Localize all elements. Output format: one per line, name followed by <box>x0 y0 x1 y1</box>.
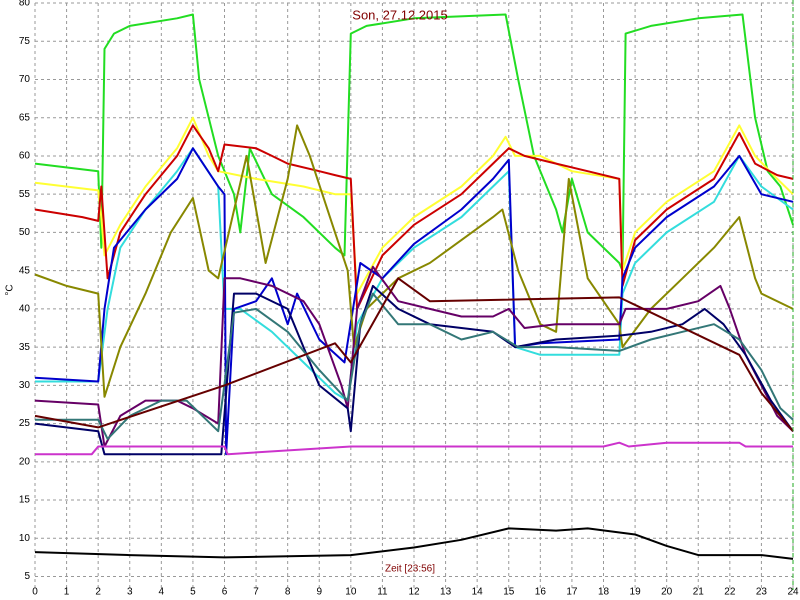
y-tick-label: 20 <box>19 456 31 467</box>
series-line <box>35 292 794 440</box>
x-tick-label: 2 <box>95 587 101 598</box>
y-tick-label: 75 <box>19 36 31 47</box>
series-line <box>34 277 794 432</box>
x-tick-label: 12 <box>408 587 420 598</box>
x-tick-label: 5 <box>190 587 196 598</box>
chart-title: Son, 27.12.2015 <box>352 7 447 22</box>
x-tick-label: 10 <box>345 587 357 598</box>
grid <box>34 2 794 588</box>
x-tick-label: 20 <box>661 587 673 598</box>
x-tick-label: 21 <box>693 587 705 598</box>
series-line <box>34 13 794 272</box>
y-axis-label: °C <box>5 284 16 295</box>
x-tick-label: 0 <box>32 587 38 598</box>
x-tick-label: 24 <box>787 587 799 598</box>
x-tick-label: 23 <box>756 587 768 598</box>
x-tick-label: 4 <box>159 587 165 598</box>
x-tick-label: 13 <box>440 587 452 598</box>
y-tick-label: 30 <box>19 380 31 391</box>
x-tick-label: 1 <box>64 587 70 598</box>
x-tick-label: 19 <box>630 587 642 598</box>
y-tick-label: 80 <box>19 0 31 9</box>
y-tick-label: 15 <box>19 495 31 506</box>
series-line <box>34 265 794 448</box>
lines <box>34 13 794 560</box>
x-tick-label: 7 <box>253 587 259 598</box>
series-line <box>34 147 794 456</box>
x-tick-label: 16 <box>535 587 547 598</box>
x-tick-label: 9 <box>316 587 322 598</box>
y-tick-label: 55 <box>19 189 31 200</box>
series-line <box>34 124 794 310</box>
y-tick-label: 60 <box>19 151 31 162</box>
x-tick-label: 8 <box>285 587 291 598</box>
y-tick-label: 50 <box>19 227 31 238</box>
y-tick-label: 65 <box>19 112 31 123</box>
x-tick-label: 11 <box>377 587 388 598</box>
x-tick-label: 18 <box>598 587 610 598</box>
x-tick-label: 22 <box>724 587 736 598</box>
series-line <box>35 441 793 456</box>
y-tick-label: 70 <box>19 74 31 85</box>
x-tick-label: 14 <box>472 587 484 598</box>
series-line <box>34 527 794 560</box>
series-line <box>34 284 794 456</box>
y-tick-label: 10 <box>19 533 31 544</box>
y-tick-label: 25 <box>19 418 31 429</box>
x-tick-label: 15 <box>503 587 515 598</box>
y-tick-label: 35 <box>19 342 31 353</box>
x-tick-label: 17 <box>566 587 578 598</box>
y-tick-label: 5 <box>24 571 30 582</box>
series-line <box>34 116 794 295</box>
x-axis-label: Zeit [23:56] <box>385 564 435 575</box>
y-tick-label: 40 <box>19 304 31 315</box>
x-tick-label: 3 <box>127 587 133 598</box>
x-tick-label: 6 <box>222 587 228 598</box>
y-tick-label: 45 <box>19 265 31 276</box>
